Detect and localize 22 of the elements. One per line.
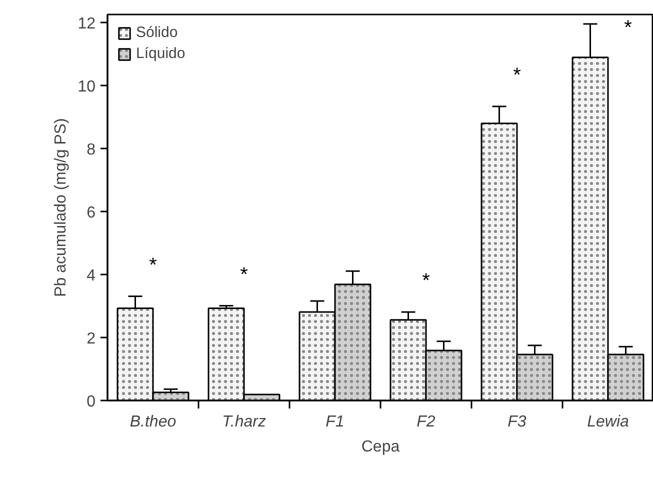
x-tick-label: T.harz bbox=[222, 414, 266, 430]
annotation: * bbox=[240, 264, 248, 286]
legend-label: Líquido bbox=[136, 45, 186, 62]
x-tick-label: B.theo bbox=[130, 414, 176, 430]
annotation: * bbox=[422, 270, 430, 292]
y-tick-label: 4 bbox=[86, 268, 96, 285]
legend-label: Sólido bbox=[136, 24, 178, 41]
x-tick-label: F2 bbox=[416, 414, 436, 430]
y-tick-label: 2 bbox=[86, 330, 96, 348]
y-tick-label: 6 bbox=[86, 204, 96, 222]
annotation: * bbox=[513, 64, 522, 87]
x-tick-label: F1 bbox=[326, 414, 344, 430]
y-axis-title: Pb acumulado (mg/g PS) bbox=[52, 118, 70, 297]
y-tick-label: 0 bbox=[86, 394, 96, 410]
x-tick-label: Lewia bbox=[587, 414, 630, 430]
y-tick-label: 10 bbox=[78, 78, 96, 96]
y-tick-label: 12 bbox=[78, 16, 96, 33]
annotation: * bbox=[624, 16, 632, 39]
annotation: * bbox=[149, 254, 158, 276]
y-tick-label: 8 bbox=[86, 142, 96, 159]
x-tick-label: F3 bbox=[508, 414, 526, 430]
x-axis-title: Cepa bbox=[361, 438, 400, 456]
